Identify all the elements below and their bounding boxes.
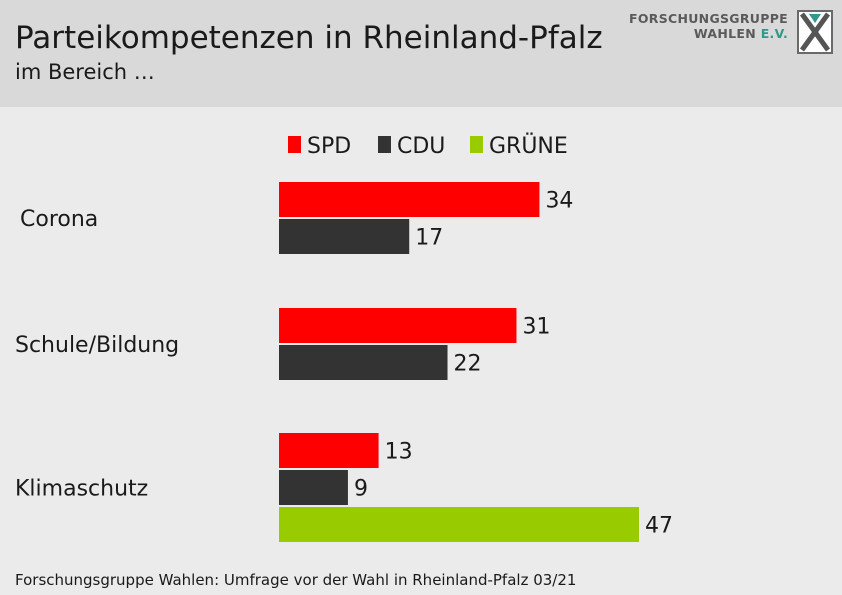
bar-schule-bildung-spd bbox=[279, 308, 517, 343]
bar-schule-bildung-cdu bbox=[279, 345, 448, 380]
bar-klimaschutz-spd bbox=[279, 433, 379, 468]
logo-line-2-accent: E.V. bbox=[760, 26, 788, 41]
legend-swatch-gruene bbox=[470, 136, 483, 153]
data-label-schule-bildung-cdu: 22 bbox=[454, 352, 482, 377]
data-label-klimaschutz-spd: 13 bbox=[385, 440, 413, 465]
data-label-klimaschutz-gruene: 47 bbox=[645, 514, 673, 539]
data-label-corona-cdu: 17 bbox=[415, 226, 443, 251]
bar-klimaschutz-gruene bbox=[279, 507, 640, 542]
legend-swatch-spd bbox=[288, 136, 301, 153]
source-note: Forschungsgruppe Wahlen: Umfrage vor der… bbox=[15, 571, 577, 589]
legend-label-cdu: CDU bbox=[397, 134, 445, 159]
bar-klimaschutz-cdu bbox=[279, 470, 348, 505]
logo-line-2-main: WAHLEN bbox=[693, 26, 757, 41]
data-label-schule-bildung-spd: 31 bbox=[522, 315, 550, 340]
logo-line-1: FORSCHUNGSGRUPPE bbox=[629, 11, 788, 26]
x-ballot-logo-icon bbox=[797, 10, 833, 54]
bar-corona-spd bbox=[279, 182, 540, 217]
chart-subtitle: im Bereich … bbox=[15, 60, 155, 84]
category-label-corona: Corona bbox=[20, 207, 98, 232]
bar-chart: SPD CDU GRÜNE Corona 34 17 Schule/Bildung 31 22 K… bbox=[15, 133, 673, 542]
chart-title: Parteikompetenzen in Rheinland-Pfalz bbox=[15, 20, 603, 56]
logo-text: FORSCHUNGSGRUPPE WAHLEN E.V. bbox=[629, 11, 788, 41]
legend-label-gruene: GRÜNE bbox=[489, 133, 568, 159]
bar-corona-cdu bbox=[279, 219, 410, 254]
data-label-klimaschutz-cdu: 9 bbox=[354, 477, 368, 502]
legend-label-spd: SPD bbox=[307, 134, 351, 159]
category-label-schule-bildung: Schule/Bildung bbox=[15, 333, 179, 358]
category-label-klimaschutz: Klimaschutz bbox=[15, 477, 148, 502]
data-label-corona-spd: 34 bbox=[545, 189, 573, 214]
logo-line-2: WAHLEN E.V. bbox=[629, 26, 788, 41]
legend-swatch-cdu bbox=[378, 136, 391, 153]
header-band: Parteikompetenzen in Rheinland-Pfalz im … bbox=[0, 0, 842, 107]
